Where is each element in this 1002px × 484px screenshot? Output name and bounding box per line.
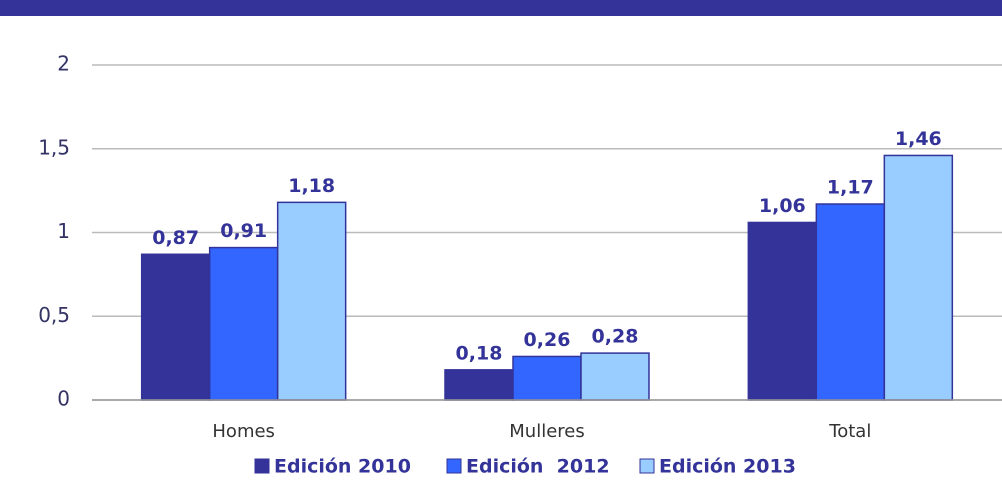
legend-label: Edición 2013 — [659, 456, 796, 478]
x-tick-label: Total — [828, 421, 871, 442]
data-label: 1,18 — [288, 175, 335, 197]
data-label: 0,91 — [220, 220, 267, 242]
data-label: 0,26 — [524, 329, 571, 351]
y-tick-label: 0,5 — [38, 303, 70, 327]
data-label: 0,18 — [456, 342, 503, 364]
bar — [512, 355, 582, 401]
data-label: 0,28 — [592, 326, 639, 348]
legend-label: Edición 2010 — [274, 456, 411, 478]
bar — [140, 253, 211, 401]
bar — [815, 203, 886, 401]
legend-label: Edición 2012 — [466, 456, 610, 478]
bar — [208, 246, 279, 401]
x-tick-label: Homes — [212, 421, 275, 442]
bar — [883, 154, 954, 401]
y-tick-label: 0 — [57, 387, 70, 411]
bar — [580, 352, 650, 401]
header-band — [0, 0, 1002, 16]
legend-swatch — [639, 458, 655, 474]
bar — [444, 369, 514, 401]
bar — [747, 221, 818, 401]
legend-swatch — [446, 458, 462, 474]
data-label: 1,46 — [895, 128, 942, 150]
data-label: 1,06 — [759, 195, 806, 217]
y-tick-label: 1 — [57, 219, 70, 243]
bar — [276, 201, 347, 401]
y-tick-label: 2 — [57, 52, 70, 76]
data-label: 0,87 — [152, 227, 199, 249]
y-tick-label: 1,5 — [38, 135, 70, 159]
legend-swatch — [254, 458, 270, 474]
x-tick-label: Mulleres — [509, 421, 584, 442]
data-label: 1,17 — [827, 177, 874, 199]
